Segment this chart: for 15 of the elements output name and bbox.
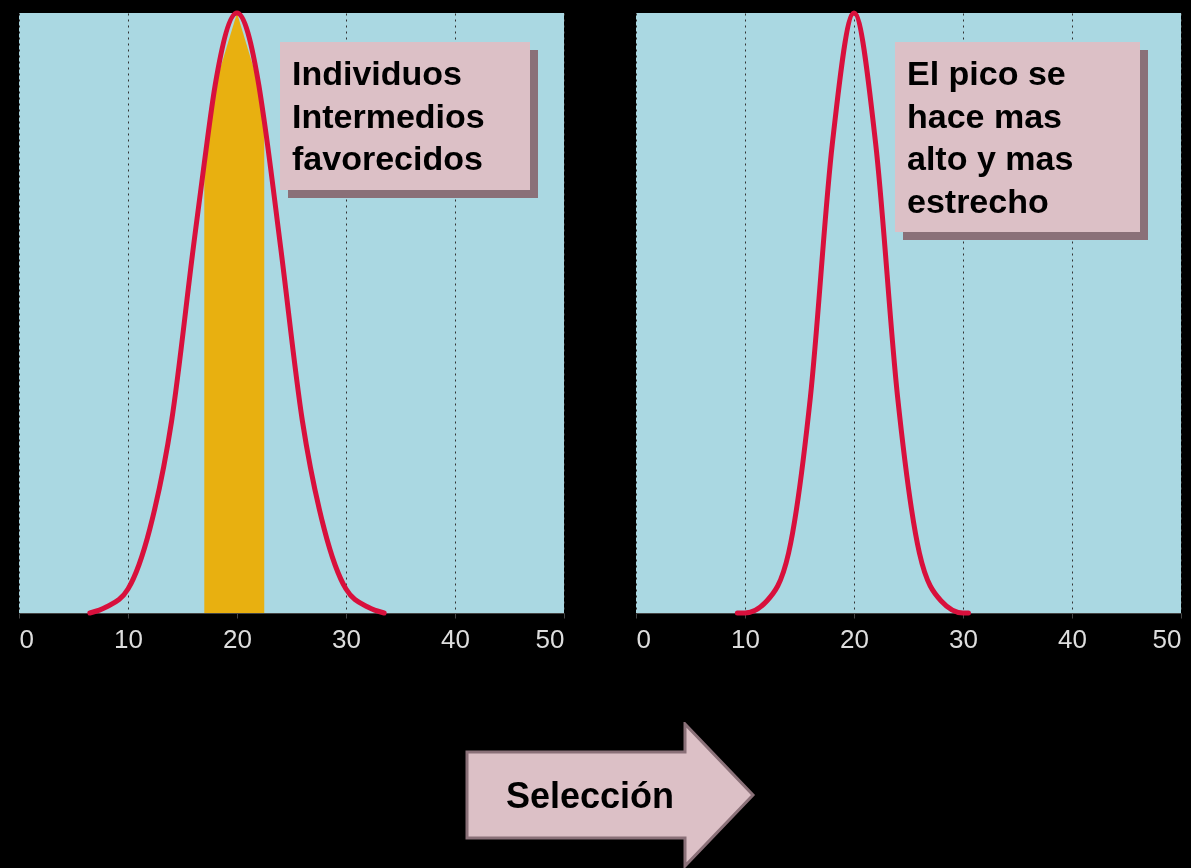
annotation: El pico se hace mas alto y mas estrecho [895,42,1140,232]
x-tick-label: 0 [636,623,651,654]
x-tick-label: 0 [19,623,34,654]
x-tick-label: 10 [114,623,143,654]
x-tick-label: 20 [223,623,252,654]
text: Selección [505,775,675,816]
x-tick-label: 40 [441,623,470,654]
x-tick-label: 20 [840,623,869,654]
x-tick-label: 50 [535,623,565,654]
x-tick-label: 30 [949,623,978,654]
x-tick-label: 40 [1058,623,1087,654]
x-tick-label: 30 [332,623,361,654]
annotation: Individuos Intermedios favorecidos [280,42,530,190]
x-tick-label: 10 [731,623,760,654]
x-tick-label: 50 [1152,623,1182,654]
